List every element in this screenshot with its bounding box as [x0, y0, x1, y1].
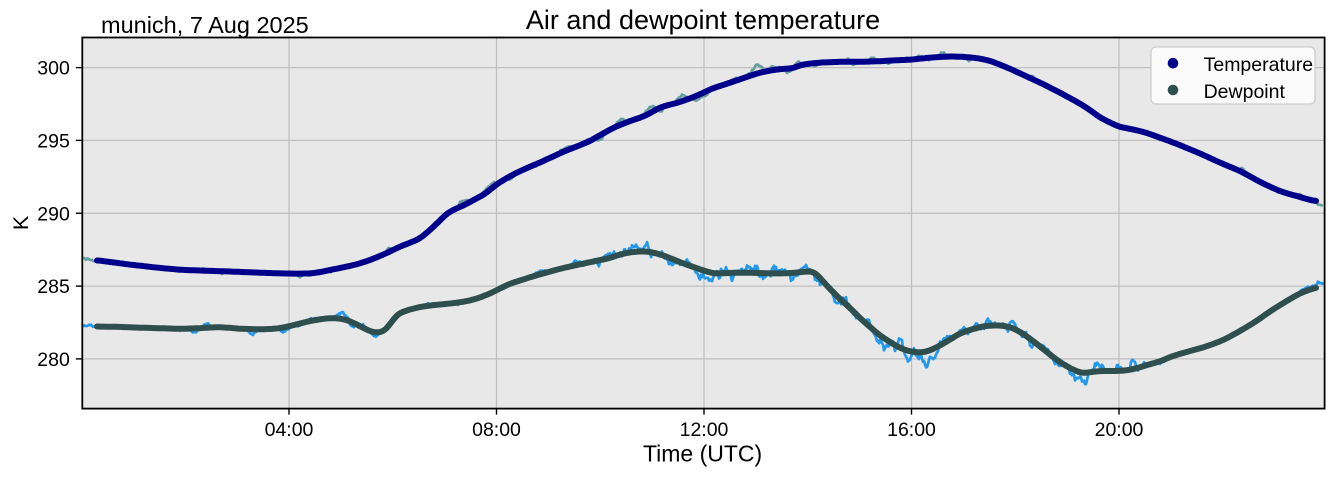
svg-text:12:00: 12:00 — [680, 419, 729, 441]
svg-text:04:00: 04:00 — [265, 419, 314, 441]
svg-text:285: 285 — [37, 276, 70, 298]
svg-text:300: 300 — [37, 58, 70, 80]
svg-text:20:00: 20:00 — [1095, 419, 1144, 441]
svg-text:290: 290 — [37, 203, 70, 225]
svg-text:munich, 7 Aug 2025: munich, 7 Aug 2025 — [101, 12, 309, 38]
svg-text:295: 295 — [37, 130, 70, 152]
svg-text:Dewpoint: Dewpoint — [1204, 81, 1286, 103]
svg-text:Temperature: Temperature — [1204, 54, 1313, 76]
svg-text:Time (UTC): Time (UTC) — [643, 441, 762, 467]
svg-text:16:00: 16:00 — [887, 419, 936, 441]
svg-text:08:00: 08:00 — [472, 419, 521, 441]
svg-text:K: K — [9, 215, 33, 230]
svg-text:Air and dewpoint temperature: Air and dewpoint temperature — [526, 5, 880, 35]
svg-text:280: 280 — [37, 349, 70, 371]
